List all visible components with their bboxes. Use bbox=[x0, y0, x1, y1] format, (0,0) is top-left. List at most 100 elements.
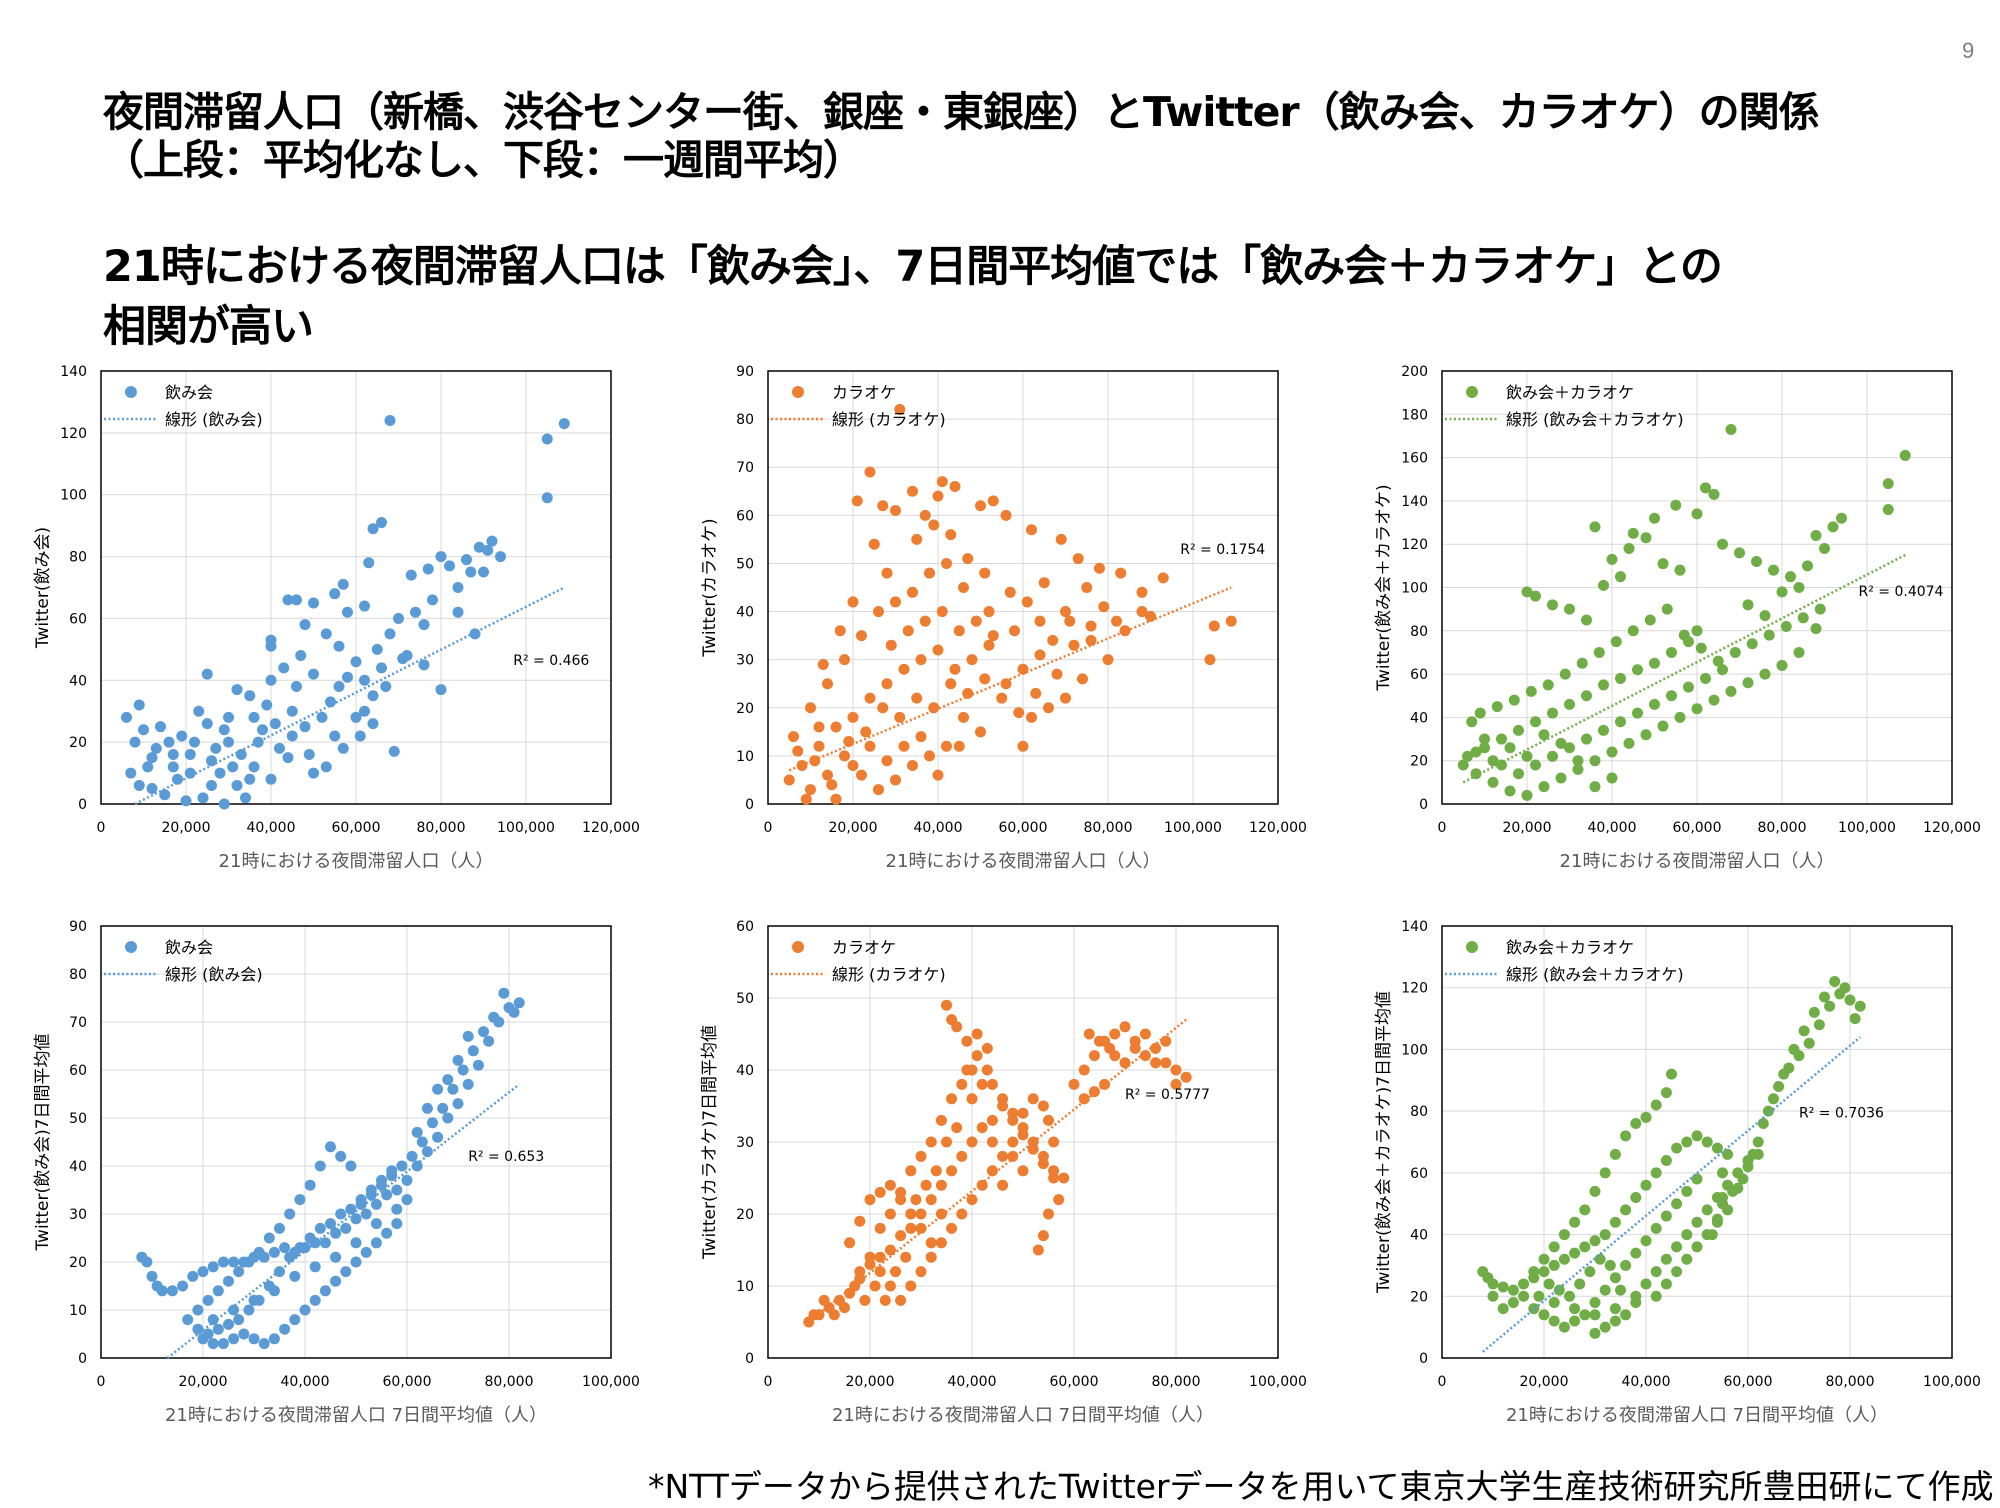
data-point bbox=[1053, 1194, 1065, 1206]
data-point bbox=[924, 567, 935, 579]
data-point bbox=[166, 1285, 178, 1297]
data-point bbox=[941, 557, 952, 569]
data-point bbox=[233, 1266, 245, 1278]
data-point bbox=[1558, 1253, 1570, 1265]
data-point bbox=[828, 1309, 840, 1321]
data-point bbox=[1711, 1216, 1723, 1228]
data-point bbox=[1078, 1093, 1090, 1105]
data-point bbox=[265, 640, 277, 652]
data-point bbox=[951, 1122, 963, 1134]
data-point bbox=[141, 1256, 153, 1268]
plot-frame bbox=[100, 925, 612, 1359]
data-point bbox=[465, 566, 477, 578]
data-point bbox=[847, 596, 859, 608]
data-point bbox=[949, 663, 961, 675]
data-point bbox=[150, 742, 162, 754]
data-point bbox=[257, 724, 268, 736]
data-point bbox=[1742, 677, 1754, 689]
data-point bbox=[1606, 772, 1618, 784]
data-point bbox=[813, 1309, 825, 1321]
data-point bbox=[1034, 615, 1046, 627]
x-tick-label: 100,000 bbox=[1838, 820, 1896, 836]
data-point bbox=[1691, 508, 1703, 520]
data-point bbox=[983, 639, 995, 651]
data-point bbox=[1466, 716, 1478, 728]
data-point bbox=[1007, 1107, 1019, 1119]
x-tick-label: 120,000 bbox=[582, 820, 640, 836]
data-point bbox=[1640, 532, 1652, 544]
data-point bbox=[1827, 521, 1839, 533]
data-point bbox=[1060, 692, 1071, 704]
data-point bbox=[1026, 524, 1037, 536]
data-point bbox=[1038, 577, 1050, 589]
data-point bbox=[228, 1333, 240, 1345]
data-point bbox=[391, 1218, 403, 1230]
data-point bbox=[1055, 533, 1067, 545]
x-tick-label: 0 bbox=[764, 1374, 773, 1390]
data-point bbox=[976, 1078, 988, 1090]
data-point bbox=[966, 1093, 978, 1105]
data-point bbox=[895, 1186, 907, 1198]
data-point bbox=[432, 1083, 444, 1095]
data-point bbox=[997, 1179, 1009, 1191]
data-point bbox=[961, 1035, 973, 1047]
data-point bbox=[319, 1285, 331, 1297]
r-squared-label: R² = 0.653 bbox=[468, 1149, 544, 1165]
data-point bbox=[1051, 668, 1063, 680]
data-point bbox=[874, 1186, 886, 1198]
data-point bbox=[928, 702, 940, 714]
data-point bbox=[1793, 646, 1805, 658]
page-number: 9 bbox=[1962, 38, 1975, 63]
data-point bbox=[294, 1242, 306, 1254]
y-tick-label: 0 bbox=[1419, 797, 1428, 813]
data-point bbox=[1017, 663, 1029, 675]
x-tick-label: 60,000 bbox=[383, 1374, 432, 1390]
data-point bbox=[1037, 1100, 1049, 1112]
data-point bbox=[304, 1232, 316, 1244]
data-point bbox=[1589, 781, 1601, 793]
data-point bbox=[1630, 1192, 1642, 1204]
data-point bbox=[1004, 586, 1016, 598]
data-point bbox=[274, 742, 285, 754]
data-point bbox=[966, 654, 978, 666]
data-point bbox=[1712, 655, 1724, 667]
data-point bbox=[1650, 1167, 1662, 1179]
data-point bbox=[207, 1338, 219, 1350]
data-point bbox=[1538, 729, 1550, 741]
trendline bbox=[1462, 553, 1906, 784]
data-point bbox=[925, 1136, 937, 1148]
data-point bbox=[935, 1114, 947, 1126]
data-point bbox=[1507, 1296, 1519, 1308]
legend-series-label: 飲み会 bbox=[165, 938, 213, 957]
data-point bbox=[1569, 1247, 1581, 1259]
x-tick-label: 60,000 bbox=[1050, 1374, 1099, 1390]
data-point bbox=[1623, 543, 1635, 555]
data-point bbox=[418, 619, 430, 631]
data-point bbox=[1487, 776, 1499, 788]
data-point bbox=[1538, 1266, 1550, 1278]
data-point bbox=[432, 1131, 444, 1143]
data-point bbox=[197, 1333, 209, 1345]
y-axis-title: Twitter(飲み会)7日間平均値 bbox=[33, 1033, 53, 1251]
data-point bbox=[898, 740, 910, 752]
data-point bbox=[1708, 488, 1720, 500]
data-point bbox=[864, 1251, 876, 1263]
data-point bbox=[873, 606, 884, 618]
y-tick-label: 120 bbox=[1401, 537, 1428, 553]
data-point bbox=[1569, 1303, 1581, 1315]
data-point bbox=[1584, 1266, 1596, 1278]
data-point bbox=[223, 736, 234, 748]
data-point bbox=[1649, 657, 1660, 669]
y-tick-label: 40 bbox=[736, 605, 754, 621]
data-point bbox=[1725, 685, 1737, 697]
data-point bbox=[444, 560, 455, 572]
data-point bbox=[986, 1136, 998, 1148]
data-point bbox=[284, 1208, 296, 1220]
data-point bbox=[1606, 553, 1618, 565]
data-point bbox=[1027, 1093, 1039, 1105]
data-point bbox=[223, 711, 234, 723]
data-point bbox=[859, 1294, 871, 1306]
data-point bbox=[1538, 1309, 1550, 1321]
data-point bbox=[1630, 1290, 1642, 1302]
data-point bbox=[1083, 1028, 1095, 1040]
